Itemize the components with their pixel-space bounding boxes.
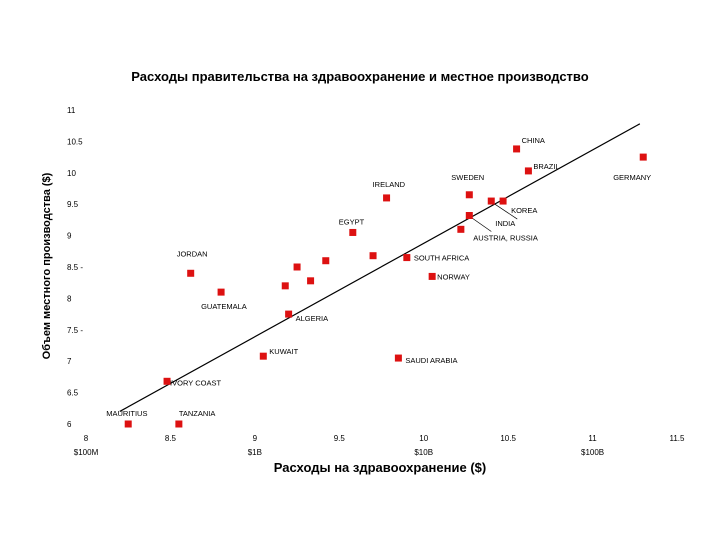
x-tick-label: 8 [84,434,89,443]
point-label: GERMANY [613,173,651,182]
data-point [487,197,495,205]
data-point [457,225,465,233]
data-point [465,212,473,220]
y-tick-label: 9 [67,232,72,241]
point-label: MAURITIUS [106,409,147,418]
x-axis-ticks: 8 8.5 9 9.5 10 10.5 11 11.5 [84,434,685,443]
data-point [369,252,377,260]
data-point [175,420,183,428]
data-point [513,145,521,153]
x-tick-label: 10 [419,434,428,443]
point-label: NORWAY [437,272,470,281]
y-tick-label: 8 [67,294,72,303]
data-points [124,145,647,428]
data-point [259,352,267,360]
x-money-label: $100B [581,448,604,457]
data-point [307,277,315,285]
point-label: KOREA [511,206,537,215]
data-point [187,269,195,277]
y-axis-label: Объем местного производства ($) [41,172,53,359]
y-tick-label: 7 [67,357,72,366]
y-tick-label: 10.5 [67,137,83,146]
y-tick-label: 8.5 - [67,263,83,272]
label-connectors [471,202,518,232]
data-point [163,377,171,385]
y-tick-label: 6.5 [67,389,79,398]
trend-line [119,123,641,412]
point-label: ALGERIA [296,314,329,323]
data-point [394,354,402,362]
data-point [322,257,330,265]
data-point [285,310,293,318]
point-label: GUATEMALA [201,302,247,311]
x-tick-label: 11.5 [670,434,686,443]
y-tick-label: 9.5 [67,200,79,209]
x-axis-label: Расходы на здравоохранение ($) [274,460,486,475]
point-label: KUWAIT [269,347,298,356]
x-axis-money-ticks: $100M $1B $10B $100B [74,448,604,457]
data-point [499,197,507,205]
y-tick-label: 6 [67,420,72,429]
y-tick-label: 7.5 - [67,326,83,335]
x-tick-label: 9.5 [334,434,346,443]
data-point [524,167,532,175]
y-tick-label: 10 [67,169,76,178]
data-point [217,288,225,296]
data-point [349,228,357,236]
x-tick-label: 9 [253,434,258,443]
point-label: IRELAND [373,180,406,189]
x-money-label: $1B [248,448,262,457]
data-point [465,191,473,199]
point-label: SAUDI ARABIA [405,356,457,365]
y-axis-ticks: 6 6.5 7 7.5 - 8 8.5 - 9 9.5 10 10.5 11 [67,106,83,429]
x-tick-label: 8.5 [165,434,177,443]
point-label: BRAZIL [533,162,559,171]
data-point [124,420,132,428]
data-point [293,263,301,271]
data-point [281,282,289,290]
point-label: TANZANIA [179,409,216,418]
data-point [383,194,391,202]
point-label: CHINA [522,136,545,145]
point-label: SOUTH AFRICA [414,254,469,263]
connector-line [493,202,518,220]
x-tick-label: 10.5 [500,434,516,443]
data-point [428,272,436,280]
point-label: INDIA [495,219,515,228]
point-label: AUSTRIA, RUSSIA [473,234,538,243]
connector-line [471,217,492,232]
y-tick-label: 11 [67,106,76,115]
point-label: JORDAN [177,249,208,258]
x-money-label: $10B [414,448,433,457]
point-labels: MAURITIUS TANZANIA IVORY COAST KUWAIT JORDAN… [106,136,651,418]
point-label: EGYPT [339,217,365,226]
point-label: IVORY COAST [170,378,221,387]
chart-title: Расходы правительства на здравоохранение… [131,69,588,84]
point-label: SWEDEN [451,173,484,182]
x-tick-label: 11 [588,434,597,443]
data-point [639,153,647,161]
x-money-label: $100M [74,448,99,457]
data-point [403,254,411,262]
